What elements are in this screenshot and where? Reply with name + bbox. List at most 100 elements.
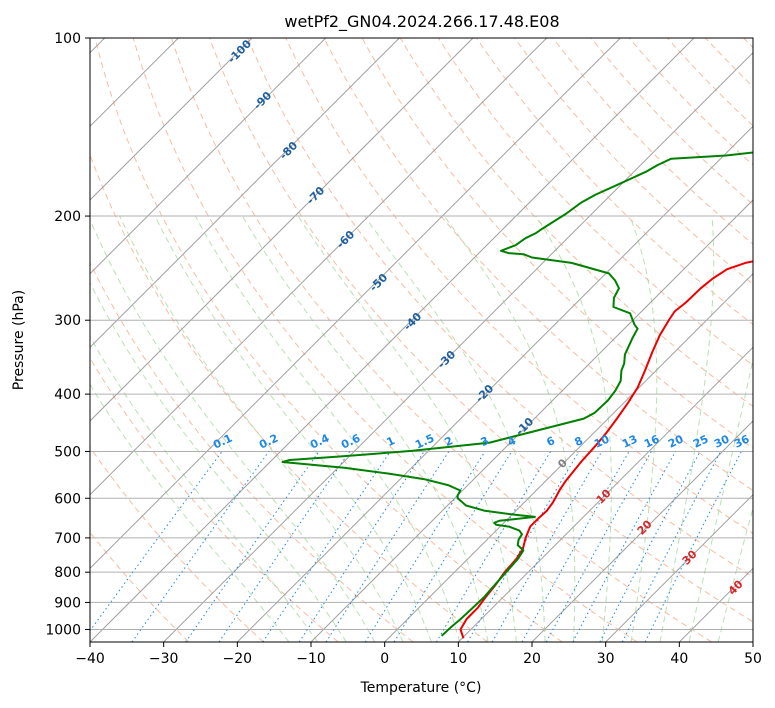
y-tick-label: 400 <box>54 387 81 403</box>
mixing-ratio-label: 30 <box>712 432 732 450</box>
mixing-ratio-line <box>185 451 320 642</box>
mixing-ratio-label: 25 <box>691 432 710 450</box>
dry-adiabat <box>705 38 753 88</box>
isotherm-line <box>752 641 753 642</box>
dry-adiabat-label: 40 <box>726 577 746 597</box>
mixing-ratio-label: 16 <box>642 432 662 450</box>
isotherm-line <box>90 38 327 275</box>
isotherm-line <box>605 493 753 642</box>
isotherm-line <box>310 199 753 642</box>
dry-adiabat <box>476 38 753 326</box>
mixing-ratio-line <box>572 451 676 642</box>
x-tick-label: 10 <box>449 651 467 667</box>
mixing-ratio-line <box>545 451 652 642</box>
mixing-ratio-label: 0.1 <box>211 432 234 452</box>
dry-adiabat <box>90 153 488 642</box>
moist-adiabat <box>154 215 432 642</box>
mixing-ratio-label: 13 <box>620 432 639 450</box>
moist-adiabat <box>364 215 546 642</box>
background-lines <box>90 38 753 642</box>
x-tick-label: 40 <box>670 651 688 667</box>
plot-frame <box>89 37 754 643</box>
x-tick-label: −20 <box>223 651 253 667</box>
moist-adiabat <box>90 281 347 642</box>
moist-adiabat <box>194 215 461 642</box>
dry-adiabat <box>94 38 563 642</box>
mixing-ratio-label: 0.2 <box>257 432 280 452</box>
dry-adiabat <box>323 38 753 492</box>
y-tick-label: 700 <box>54 531 81 547</box>
dry-adiabat <box>667 38 753 127</box>
isotherm-line <box>90 38 548 496</box>
profile-lines <box>281 151 753 639</box>
dry-adiabat <box>399 38 753 408</box>
mixing-ratio-label: 6 <box>545 434 558 449</box>
x-tick-label: −10 <box>296 651 326 667</box>
dry-adiabat <box>628 38 753 166</box>
dry-adiabat-label: -40 <box>401 310 424 333</box>
mixing-ratio-line <box>393 451 513 642</box>
mixing-ratio-line <box>521 451 630 642</box>
dry-adiabat-label: -80 <box>277 139 300 162</box>
x-tick-label: −30 <box>149 651 179 667</box>
x-tick-label: 30 <box>597 651 615 667</box>
series-line-0 <box>459 260 753 639</box>
mixing-ratio-label: 20 <box>666 432 686 450</box>
mixing-ratio-label: 1 <box>385 434 397 449</box>
isotherm-line <box>90 38 621 570</box>
mixing-ratio-label: 3 <box>479 434 491 449</box>
y-tick-label: 600 <box>54 491 81 507</box>
mixing-ratio-label: 8 <box>573 434 585 449</box>
moist-adiabat <box>629 215 658 642</box>
dry-adiabat <box>170 38 712 642</box>
dry-adiabat <box>132 38 638 642</box>
x-tick-label: 20 <box>523 651 541 667</box>
isotherm-line <box>531 420 753 642</box>
mixing-ratio-line <box>599 451 701 642</box>
mixing-ratio-line <box>90 451 223 632</box>
mixing-ratio-line <box>435 451 552 642</box>
moist-adiabat <box>90 335 319 642</box>
dry-adiabat-label: -20 <box>473 382 496 405</box>
y-tick-label: 1000 <box>45 623 81 639</box>
moist-adiabat <box>443 215 576 642</box>
dry-adiabat <box>514 38 753 285</box>
moist-adiabat <box>241 215 489 642</box>
moist-adiabat <box>688 356 753 642</box>
x-axis: −40 −30 −20 −10 0 10 20 30 40 50 <box>75 642 762 667</box>
mixing-ratio-line <box>298 451 425 642</box>
mixing-ratio-line <box>364 451 486 642</box>
isotherm-line <box>163 51 753 642</box>
y-tick-label: 500 <box>54 444 81 460</box>
mixing-ratio-line <box>644 451 742 642</box>
dry-adiabat-label: 20 <box>635 517 655 537</box>
y-tick-label: 900 <box>54 595 81 611</box>
mixing-ratio-line <box>218 451 351 642</box>
mixing-ratio-label: 10 <box>592 432 612 450</box>
mixing-ratio-line <box>262 451 391 642</box>
dry-adiabat <box>743 38 753 49</box>
dry-adiabat <box>90 261 414 642</box>
mixing-ratio-label: 0.4 <box>308 431 331 451</box>
moist-adiabat <box>659 216 715 642</box>
y-tick-label: 800 <box>54 565 81 581</box>
moist-adiabat <box>119 215 404 642</box>
dry-adiabat <box>437 38 753 366</box>
dry-adiabat <box>209 38 753 623</box>
dry-adiabat <box>247 38 753 578</box>
mixing-ratio-label: 0.6 <box>339 431 362 451</box>
isotherm-line <box>90 38 400 349</box>
chart-title: wetPf2_GN04.2024.266.17.48.E08 <box>284 12 559 32</box>
mixing-ratio-line <box>131 451 270 642</box>
x-tick-label: −40 <box>75 651 105 667</box>
x-tick-label: 0 <box>380 651 389 667</box>
y-tick-label: 100 <box>54 31 81 47</box>
moist-adiabat <box>90 383 290 642</box>
dry-adiabat <box>90 357 339 642</box>
dry-adiabat-label: -50 <box>367 271 390 294</box>
mixing-ratio-line <box>325 451 450 642</box>
isotherm-line <box>90 38 695 642</box>
isotherm-line <box>90 38 474 422</box>
dry-adiabat-label: -100 <box>225 37 254 66</box>
dry-adiabat <box>90 446 264 642</box>
